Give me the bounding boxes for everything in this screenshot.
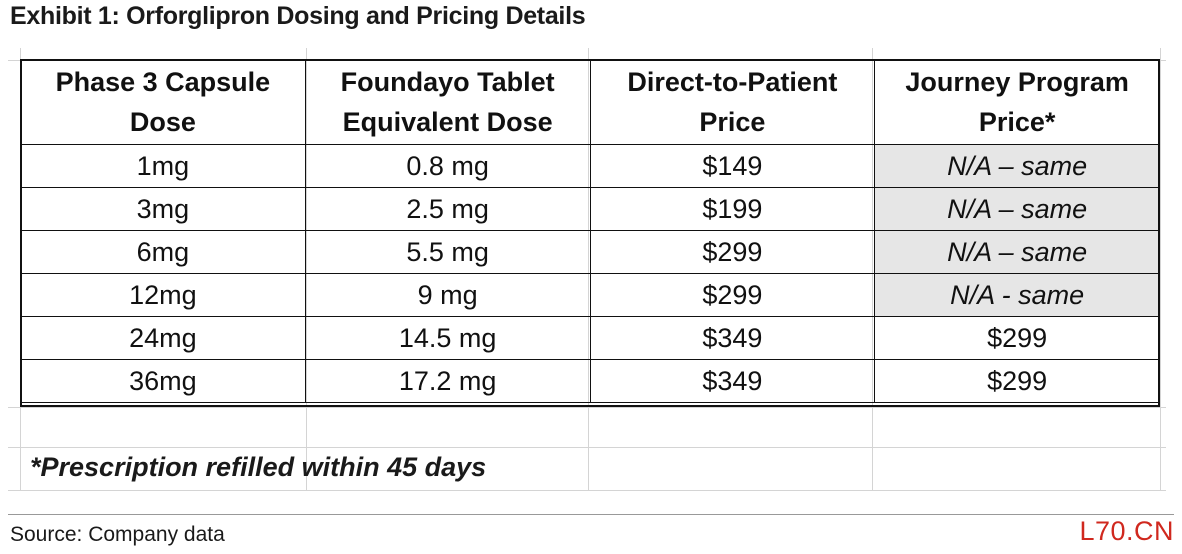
table-row: 24mg 14.5 mg $349 $299 xyxy=(20,316,1160,360)
divider xyxy=(8,514,1174,515)
watermark-logo: L70.CN xyxy=(1079,516,1174,546)
pricing-table: Phase 3 Capsule Dose Foundayo Tablet Equiv… xyxy=(20,59,1160,403)
header-dtp-price: Direct-to-Patient Price xyxy=(589,59,876,145)
table-row: 12mg 9 mg $299 N/A - same xyxy=(20,273,1160,317)
cell-capsule-dose: 3mg xyxy=(20,187,306,231)
cell-journey-price: $299 xyxy=(874,316,1160,360)
cell-dtp-price: $149 xyxy=(589,144,876,188)
table-row: 1mg 0.8 mg $149 N/A – same xyxy=(20,144,1160,188)
cell-tablet-dose: 5.5 mg xyxy=(304,230,591,274)
cell-journey-price: N/A – same xyxy=(874,144,1160,188)
footnote: *Prescription refilled within 45 days xyxy=(30,452,487,482)
cell-dtp-price: $199 xyxy=(589,187,876,231)
page-title: Exhibit 1: Orforglipron Dosing and Prici… xyxy=(10,2,586,30)
cell-journey-price: N/A – same xyxy=(874,230,1160,274)
cell-journey-price: N/A – same xyxy=(874,187,1160,231)
cell-journey-price: $299 xyxy=(874,359,1160,403)
cell-capsule-dose: 6mg xyxy=(20,230,306,274)
table-header-row: Phase 3 Capsule Dose Foundayo Tablet Equiv… xyxy=(20,59,1160,145)
table-row: 36mg 17.2 mg $349 $299 xyxy=(20,359,1160,403)
cell-tablet-dose: 14.5 mg xyxy=(304,316,591,360)
table-row: 6mg 5.5 mg $299 N/A – same xyxy=(20,230,1160,274)
header-journey-price: Journey Program Price* xyxy=(874,59,1160,145)
table-row: 3mg 2.5 mg $199 N/A – same xyxy=(20,187,1160,231)
cell-capsule-dose: 36mg xyxy=(20,359,306,403)
cell-tablet-dose: 2.5 mg xyxy=(304,187,591,231)
header-capsule-dose: Phase 3 Capsule Dose xyxy=(20,59,306,145)
cell-capsule-dose: 1mg xyxy=(20,144,306,188)
cell-tablet-dose: 9 mg xyxy=(304,273,591,317)
cell-dtp-price: $299 xyxy=(589,273,876,317)
cell-capsule-dose: 24mg xyxy=(20,316,306,360)
cell-tablet-dose: 17.2 mg xyxy=(304,359,591,403)
cell-dtp-price: $299 xyxy=(589,230,876,274)
cell-dtp-price: $349 xyxy=(589,359,876,403)
header-tablet-dose: Foundayo Tablet Equivalent Dose xyxy=(304,59,591,145)
source-text: Source: Company data xyxy=(10,523,225,546)
cell-tablet-dose: 0.8 mg xyxy=(304,144,591,188)
cell-journey-price: N/A - same xyxy=(874,273,1160,317)
cell-dtp-price: $349 xyxy=(589,316,876,360)
cell-capsule-dose: 12mg xyxy=(20,273,306,317)
